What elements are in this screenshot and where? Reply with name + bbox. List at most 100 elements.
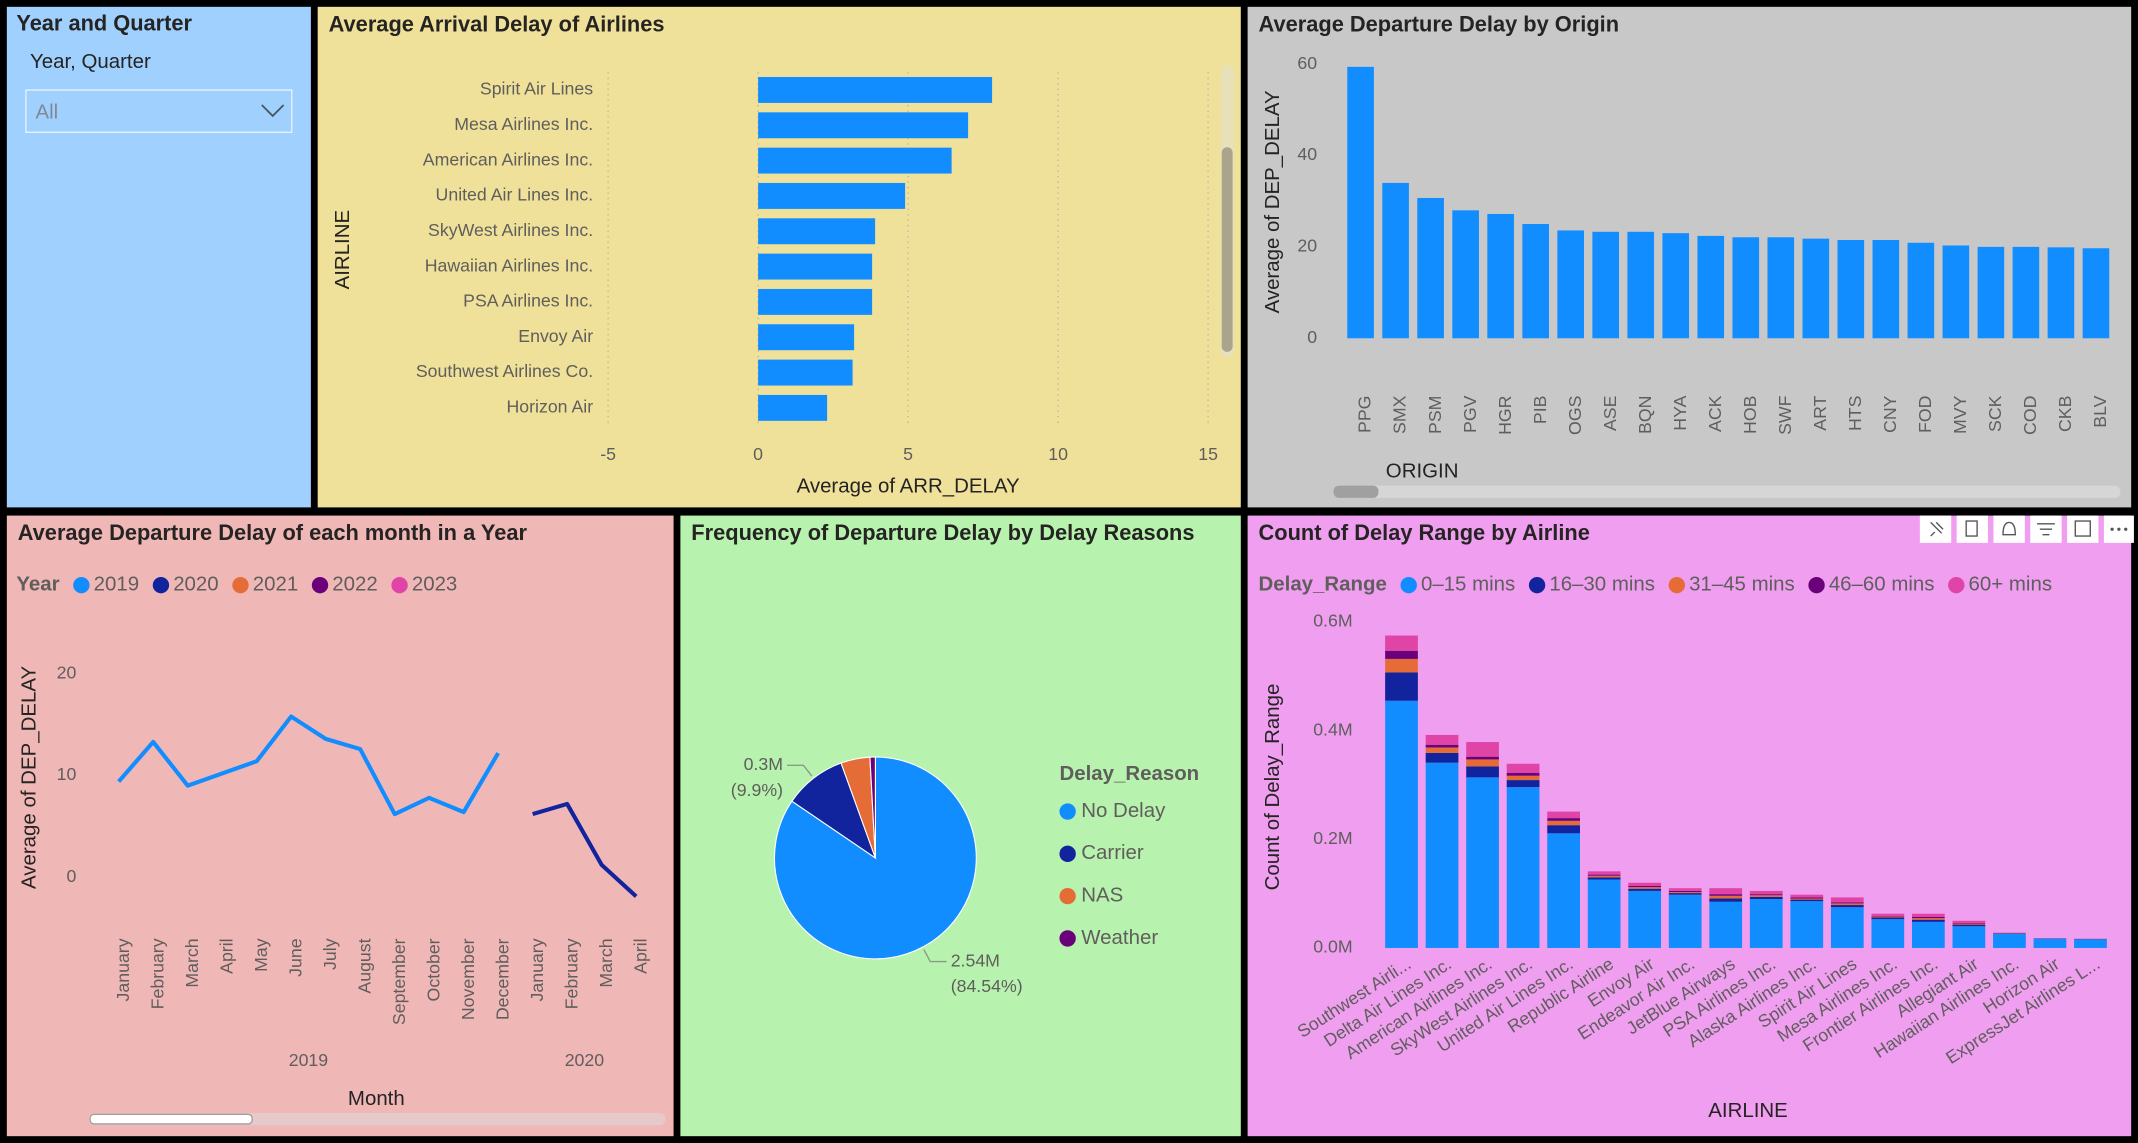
bar-segment bbox=[1506, 763, 1540, 774]
bar bbox=[1557, 230, 1584, 339]
x-tick-label: January bbox=[527, 938, 547, 1001]
x-tick-label: July bbox=[320, 938, 340, 970]
bar bbox=[758, 218, 876, 245]
legend-title: Delay_Reason bbox=[1059, 762, 1199, 785]
bar-segment bbox=[1871, 916, 1905, 918]
x-tick-label: September bbox=[389, 938, 409, 1025]
bar-segment bbox=[1952, 926, 1986, 948]
x-tick-label: PPG bbox=[1355, 396, 1375, 433]
x-tick-label: BLV bbox=[2090, 395, 2110, 427]
bar bbox=[758, 253, 873, 280]
bar-segment bbox=[1547, 820, 1580, 826]
x-tick-label: COD bbox=[2020, 396, 2040, 435]
slicer-dropdown[interactable] bbox=[25, 89, 293, 133]
bar-segment bbox=[1628, 882, 1662, 887]
scrollbar-thumb[interactable] bbox=[1333, 485, 1379, 498]
bar-segment bbox=[1425, 752, 1459, 763]
x-tick-label: BQN bbox=[1635, 396, 1655, 434]
x-tick-label: PGV bbox=[1460, 395, 1480, 433]
x-tick-label: October bbox=[423, 938, 443, 1001]
bar-segment bbox=[1709, 901, 1743, 948]
bar-segment bbox=[1506, 775, 1540, 781]
y-tick-label: American Airlines Inc. bbox=[423, 149, 593, 169]
bar-segment bbox=[1506, 773, 1540, 776]
icon bbox=[1965, 520, 1978, 537]
x-tick-label: February bbox=[147, 938, 167, 1009]
alert-button[interactable] bbox=[1993, 515, 2025, 543]
bar-segment bbox=[1709, 894, 1743, 896]
bar-segment bbox=[1466, 756, 1499, 760]
legend-label: 2019 bbox=[94, 573, 139, 596]
legend-label: 2023 bbox=[412, 573, 457, 596]
x-tick-label: ASE bbox=[1600, 395, 1620, 431]
legend-marker bbox=[1948, 576, 1965, 594]
bar-segment bbox=[1911, 916, 1945, 919]
y-tick-label: 0.0M bbox=[1313, 937, 1352, 957]
bar-segment bbox=[1425, 762, 1459, 948]
bar-segment bbox=[1871, 919, 1905, 948]
legend-marker bbox=[232, 576, 249, 594]
bar-segment bbox=[1830, 907, 1864, 948]
x-tick-label: HTS bbox=[1845, 396, 1865, 431]
x-tick-label: 5 bbox=[903, 444, 913, 464]
slicer-title: Year and Quarter bbox=[16, 10, 192, 35]
x-tick-label: June bbox=[285, 938, 305, 977]
bar-segment bbox=[1628, 890, 1662, 948]
bar-segment bbox=[1385, 672, 1418, 701]
legend-marker bbox=[1528, 576, 1546, 594]
focus-button[interactable] bbox=[2067, 515, 2099, 543]
scrollbar-thumb[interactable] bbox=[89, 1113, 253, 1125]
bar bbox=[1697, 235, 1725, 339]
y-tick-label: United Air Lines Inc. bbox=[436, 185, 594, 205]
bar bbox=[1382, 182, 1409, 339]
bar bbox=[1732, 237, 1760, 339]
bar bbox=[1662, 233, 1690, 339]
bar bbox=[1417, 197, 1444, 339]
bar-segment bbox=[1385, 650, 1418, 659]
bar-segment bbox=[1830, 897, 1864, 903]
legend-label: 2021 bbox=[253, 573, 298, 596]
y-tick-label: Hawaiian Airlines Inc. bbox=[425, 255, 593, 275]
bar bbox=[1452, 210, 1479, 339]
bar-segment bbox=[1466, 759, 1499, 767]
panel bbox=[6, 6, 311, 508]
legend-label: 46–60 mins bbox=[1829, 573, 1935, 596]
x-tick-label: April bbox=[216, 938, 236, 973]
legend-label: 2020 bbox=[173, 573, 218, 596]
icon bbox=[2117, 527, 2121, 531]
pin-button[interactable] bbox=[1919, 515, 1952, 543]
y-tick-label: 0 bbox=[66, 866, 76, 886]
y-tick-label: 0.2M bbox=[1313, 828, 1352, 848]
bar-segment bbox=[1952, 923, 1986, 925]
bar bbox=[1977, 246, 2005, 339]
bar-segment bbox=[1547, 833, 1580, 948]
bar bbox=[1907, 242, 1935, 339]
bar-segment bbox=[1993, 933, 2026, 934]
bar bbox=[2012, 246, 2040, 339]
icon bbox=[2002, 521, 2016, 536]
legend-marker bbox=[1808, 576, 1825, 594]
y-axis-title: Average of DEP_DELAY bbox=[1261, 90, 1284, 313]
bar-segment bbox=[1911, 919, 1945, 922]
legend-label: 16–30 mins bbox=[1549, 573, 1655, 596]
scrollbar-thumb[interactable] bbox=[1221, 147, 1233, 352]
legend-label: Weather bbox=[1081, 926, 1158, 949]
x-tick-label: May bbox=[251, 938, 271, 972]
y-tick-label: PSA Airlines Inc. bbox=[463, 291, 593, 311]
slicer-label: Year, Quarter bbox=[30, 50, 151, 73]
copy-button[interactable] bbox=[1956, 515, 1989, 543]
bar-segment bbox=[1871, 913, 1905, 916]
panel bbox=[6, 515, 674, 1137]
bar-segment bbox=[1709, 888, 1743, 895]
x-tick-label: CNY bbox=[1880, 395, 1900, 433]
bar-segment bbox=[1668, 888, 1702, 891]
bar-segment bbox=[2033, 938, 2067, 948]
x-tick-label: 10 bbox=[1048, 444, 1068, 464]
bar-segment bbox=[1668, 891, 1702, 894]
bar bbox=[758, 359, 853, 386]
legend-marker bbox=[1668, 576, 1685, 594]
legend-marker bbox=[391, 576, 408, 594]
chart-title: Average Arrival Delay of Airlines bbox=[328, 13, 665, 37]
bar-segment bbox=[1668, 893, 1702, 895]
legend-marker bbox=[73, 576, 90, 594]
